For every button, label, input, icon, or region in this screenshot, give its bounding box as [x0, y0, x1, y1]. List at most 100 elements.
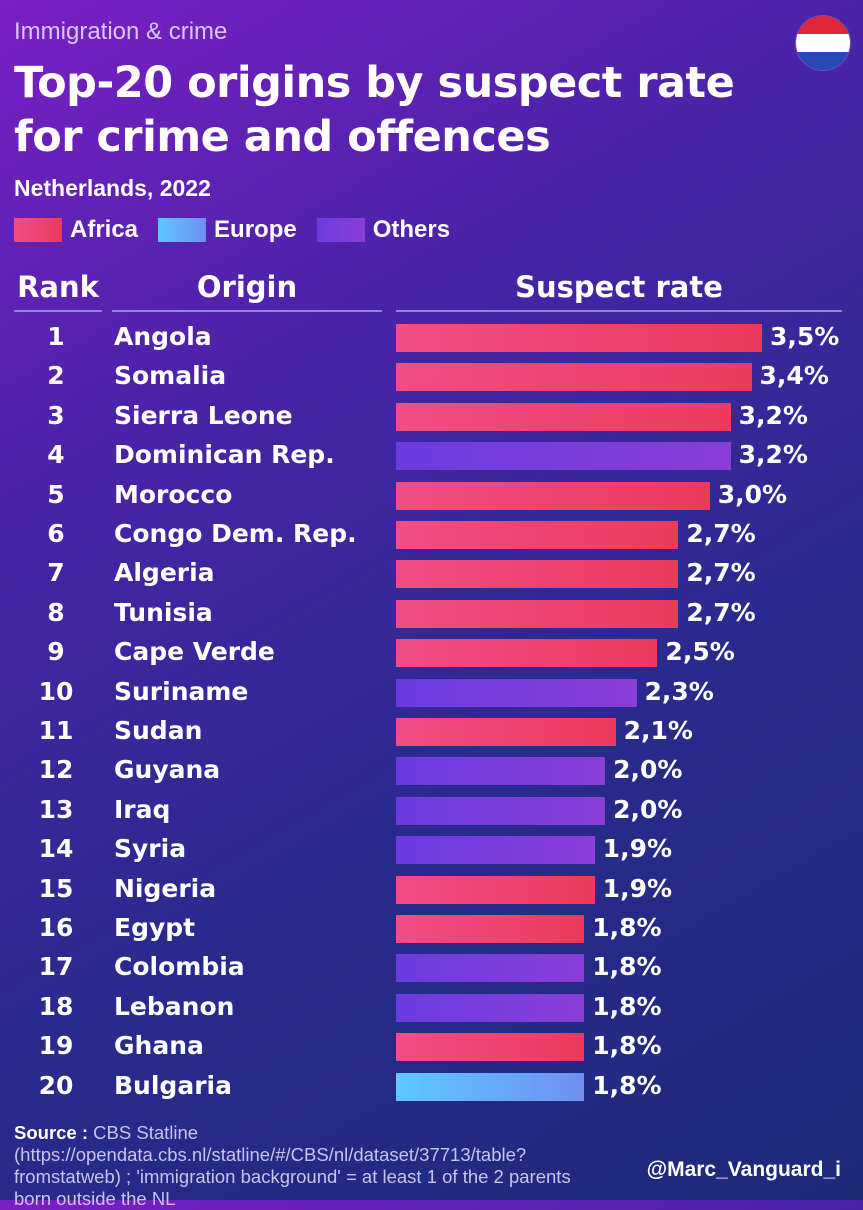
origin-label: Ghana	[114, 1031, 204, 1061]
origin-label: Syria	[114, 834, 187, 864]
bar	[396, 1033, 585, 1062]
data-label: 1,8%	[592, 1070, 662, 1100]
data-label: 1,9%	[602, 873, 673, 903]
bar	[396, 639, 658, 668]
bar	[396, 363, 752, 392]
bar	[396, 718, 616, 746]
origin-label: Guyana	[114, 755, 221, 785]
origin-label: Somalia	[114, 361, 227, 391]
column-header-suspect-rate: Suspect rate	[515, 270, 723, 304]
origin-label: Cape Verde	[114, 637, 275, 667]
bar	[396, 521, 679, 549]
legend-item-europe: Europe	[158, 216, 297, 244]
origin-label: Egypt	[114, 913, 196, 942]
rank-label: 7	[47, 558, 65, 588]
rank-label: 9	[47, 637, 65, 667]
legend-swatch-africa	[14, 218, 62, 242]
data-label: 2,0%	[613, 755, 683, 785]
data-label: 3,4%	[759, 361, 829, 391]
bar	[396, 481, 710, 510]
origin-label: Tunisia	[114, 597, 213, 627]
origin-label: Suriname	[114, 676, 249, 706]
source-note: Source : CBS Statline (https://opendata.…	[14, 1122, 594, 1210]
flag-stripe-blue	[796, 52, 850, 70]
origin-label: Sierra Leone	[114, 400, 293, 430]
rank-label: 6	[47, 519, 65, 548]
kicker: Immigration & crime	[14, 18, 228, 45]
origin-label: Angola	[114, 322, 212, 351]
subtitle: Netherlands, 2022	[14, 175, 211, 201]
origin-label: Bulgaria	[114, 1070, 232, 1100]
header-divider	[14, 310, 102, 312]
origin-label: Sudan	[114, 716, 203, 745]
data-label: 2,7%	[686, 597, 756, 627]
bar	[396, 1072, 585, 1101]
origin-label: Iraq	[114, 794, 171, 824]
bar	[396, 757, 606, 786]
bar	[396, 993, 585, 1022]
legend-label: Europe	[214, 216, 297, 243]
netherlands-flag-icon	[796, 16, 850, 70]
legend: Africa Europe Others	[14, 216, 470, 244]
data-label: 2,5%	[665, 637, 735, 667]
bar	[396, 442, 731, 471]
bar	[396, 796, 606, 825]
data-label: 2,7%	[686, 519, 756, 548]
bar	[396, 599, 679, 628]
rank-label: 20	[38, 1070, 74, 1100]
rank-label: 13	[38, 794, 74, 824]
rank-label: 11	[38, 716, 74, 745]
rank-label: 8	[47, 597, 65, 627]
flag-stripe-red	[796, 16, 850, 34]
data-label: 1,8%	[592, 991, 662, 1021]
legend-label: Africa	[70, 216, 139, 243]
rank-label: 12	[38, 755, 74, 785]
rank-label: 1	[47, 322, 65, 351]
data-label: 3,0%	[717, 479, 788, 509]
origin-label: Nigeria	[114, 873, 217, 903]
data-label: 3,2%	[738, 440, 808, 470]
bar	[396, 678, 637, 707]
data-label: 1,8%	[592, 952, 662, 982]
header-divider	[396, 310, 842, 312]
column-header-origin: Origin	[196, 270, 298, 304]
author-handle: @Marc_Vanguard_i	[646, 1158, 841, 1181]
source-label: Source :	[14, 1122, 89, 1143]
rank-label: 2	[47, 361, 65, 391]
origin-label: Algeria	[114, 558, 215, 588]
rank-label: 15	[38, 873, 74, 903]
legend-swatch-europe	[158, 218, 207, 242]
data-label: 3,2%	[738, 400, 808, 430]
rank-label: 14	[38, 834, 74, 864]
data-label: 1,8%	[592, 913, 662, 942]
column-header-rank: Rank	[17, 270, 99, 304]
source-text: CBS Statline (https://opendata.cbs.nl/st…	[14, 1122, 571, 1209]
bar	[396, 915, 585, 943]
rank-label: 4	[47, 440, 65, 470]
rank-label: 10	[38, 676, 74, 706]
legend-swatch-others	[316, 218, 365, 242]
data-label: 2,3%	[644, 676, 714, 706]
rank-label: 16	[38, 913, 74, 942]
legend-label: Others	[372, 216, 451, 243]
bar	[396, 954, 585, 983]
data-label: 1,9%	[602, 834, 673, 864]
origin-label: Morocco	[114, 479, 233, 509]
data-label: 2,7%	[686, 558, 756, 588]
origin-label: Colombia	[114, 952, 245, 982]
rank-label: 18	[38, 991, 74, 1021]
origin-label: Congo Dem. Rep.	[114, 519, 357, 548]
page-title: Top-20 origins by suspect rate for crime…	[14, 58, 735, 162]
bar	[396, 875, 595, 904]
origin-label: Lebanon	[114, 991, 235, 1021]
header-divider	[112, 310, 382, 312]
rank-label: 5	[47, 479, 65, 509]
flag-stripe-white	[796, 34, 850, 52]
data-label: 3,5%	[770, 322, 840, 351]
data-label: 2,1%	[623, 716, 693, 745]
bar	[396, 324, 762, 352]
rank-label: 3	[47, 400, 65, 430]
rank-label: 19	[38, 1031, 74, 1061]
data-label: 2,0%	[613, 794, 683, 824]
